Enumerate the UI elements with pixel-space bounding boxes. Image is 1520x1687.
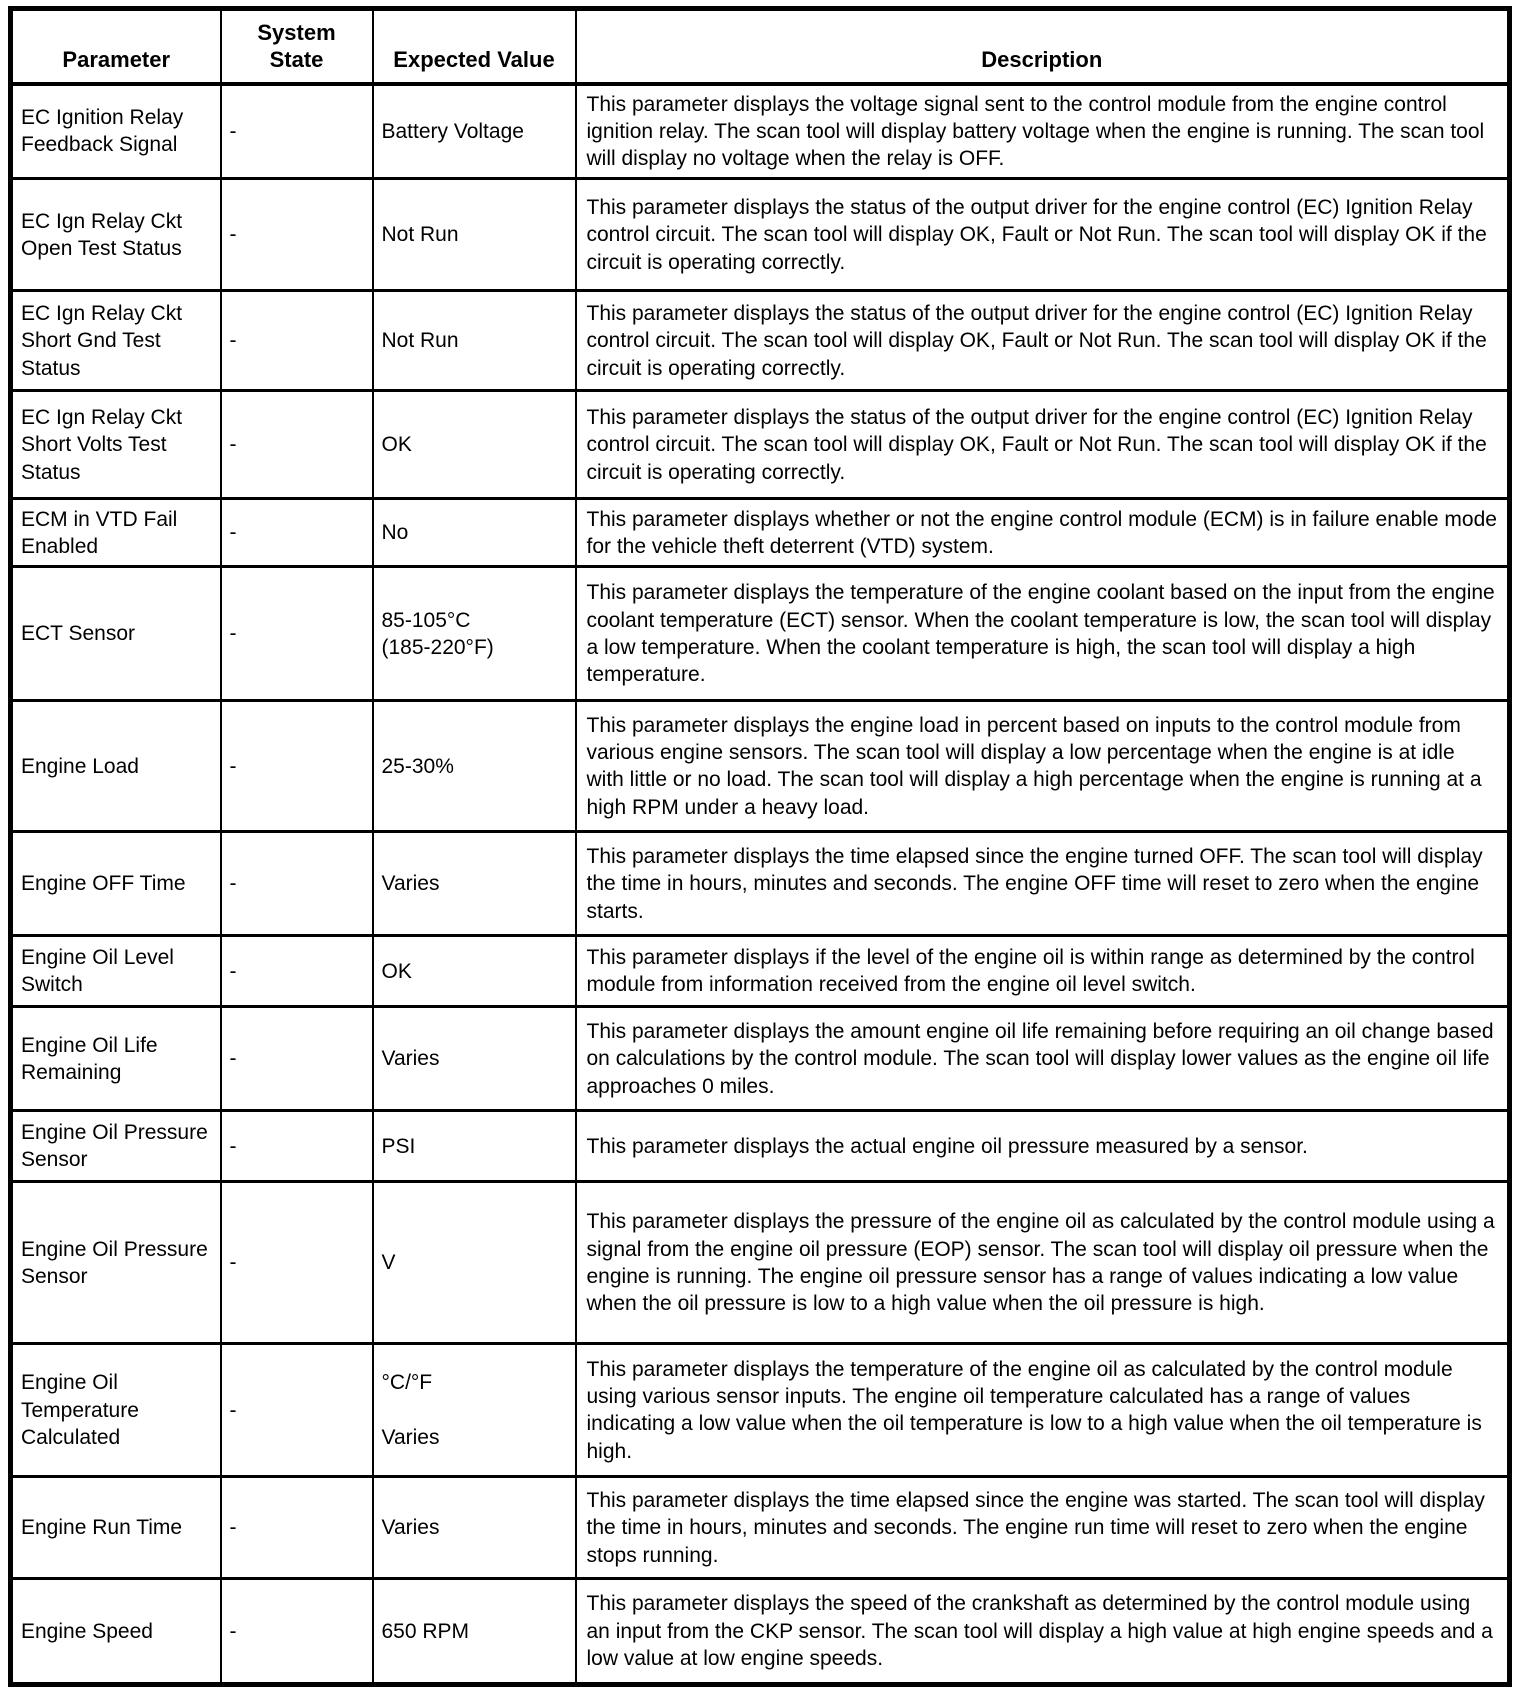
system-state-cell: - [219, 177, 374, 293]
description-cell: This parameter displays the amount engin… [574, 1005, 1511, 1113]
system-state-cell: - [219, 289, 374, 393]
table-row: Engine Oil Temperature Calculated - °C/°… [9, 1342, 1511, 1479]
table-row: Engine OFF Time - Varies This parameter … [9, 830, 1511, 938]
parameter-cell: Engine OFF Time [9, 830, 222, 938]
expected-value-cell: PSI [371, 1109, 577, 1184]
description-cell: This parameter displays the status of th… [574, 177, 1511, 293]
expected-value-cell: 85-105°C (185-220°F) [371, 565, 577, 703]
header-expected-value: Expected Value [371, 7, 577, 86]
expected-value-cell: OK [371, 934, 577, 1009]
table-row: EC Ign Relay Ckt Short Volts Test Status… [9, 389, 1511, 501]
scan-tool-parameter-table: Parameter System State Expected Value De… [8, 6, 1512, 1687]
parameter-cell: Engine Oil Pressure Sensor [9, 1180, 222, 1346]
expected-value-cell: Varies [371, 1005, 577, 1113]
table-row: EC Ign Relay Ckt Short Gnd Test Status -… [9, 289, 1511, 393]
description-cell: This parameter displays the status of th… [574, 289, 1511, 393]
description-cell: This parameter displays the temperature … [574, 1342, 1511, 1479]
expected-value-cell: V [371, 1180, 577, 1346]
description-cell: This parameter displays the time elapsed… [574, 1475, 1511, 1581]
parameter-cell: Engine Oil Life Remaining [9, 1005, 222, 1113]
header-parameter: Parameter [9, 7, 222, 86]
expected-value-cell: OK [371, 389, 577, 501]
table-row: ECT Sensor - 85-105°C (185-220°F) This p… [9, 565, 1511, 703]
description-cell: This parameter displays the temperature … [574, 565, 1511, 703]
table-row: Engine Oil Level Switch - OK This parame… [9, 934, 1511, 1009]
parameter-cell: EC Ign Relay Ckt Short Volts Test Status [9, 389, 222, 501]
parameter-cell: Engine Load [9, 699, 222, 834]
description-cell: This parameter displays the actual engin… [574, 1109, 1511, 1184]
expected-value-cell: Not Run [371, 289, 577, 393]
description-cell: This parameter displays the engine load … [574, 699, 1511, 834]
system-state-cell: - [219, 1342, 374, 1479]
parameter-cell: Engine Oil Level Switch [9, 934, 222, 1009]
system-state-cell: - [219, 497, 374, 569]
parameter-cell: EC Ign Relay Ckt Short Gnd Test Status [9, 289, 222, 393]
expected-value-cell: 25-30% [371, 699, 577, 834]
table-row: Engine Oil Pressure Sensor - PSI This pa… [9, 1109, 1511, 1184]
system-state-cell: - [219, 1180, 374, 1346]
parameter-cell: EC Ign Relay Ckt Open Test Status [9, 177, 222, 293]
system-state-cell: - [219, 699, 374, 834]
description-cell: This parameter displays the status of th… [574, 389, 1511, 501]
expected-value-cell: Battery Voltage [371, 81, 577, 181]
header-description: Description [574, 7, 1511, 86]
table-header: Parameter System State Expected Value De… [9, 7, 1511, 86]
system-state-cell: - [219, 1577, 374, 1687]
parameter-cell: Engine Run Time [9, 1475, 222, 1581]
parameter-cell: ECM in VTD Fail Enabled [9, 497, 222, 569]
system-state-cell: - [219, 1109, 374, 1184]
system-state-cell: - [219, 934, 374, 1009]
parameter-cell: Engine Oil Pressure Sensor [9, 1109, 222, 1184]
table-row: EC Ignition Relay Feedback Signal - Batt… [9, 81, 1511, 181]
description-cell: This parameter displays the speed of the… [574, 1577, 1511, 1687]
system-state-cell: - [219, 830, 374, 938]
expected-value-cell: 650 RPM [371, 1577, 577, 1687]
header-system-state: System State [219, 7, 374, 86]
table-row: Engine Run Time - Varies This parameter … [9, 1475, 1511, 1581]
system-state-cell: - [219, 1475, 374, 1581]
system-state-cell: - [219, 1005, 374, 1113]
system-state-cell: - [219, 81, 374, 181]
table-row: Engine Oil Life Remaining - Varies This … [9, 1005, 1511, 1113]
table-row: Engine Load - 25-30% This parameter disp… [9, 699, 1511, 834]
table-row: ECM in VTD Fail Enabled - No This parame… [9, 497, 1511, 569]
description-cell: This parameter displays if the level of … [574, 934, 1511, 1009]
parameter-cell: EC Ignition Relay Feedback Signal [9, 81, 222, 181]
system-state-cell: - [219, 565, 374, 703]
description-cell: This parameter displays the pressure of … [574, 1180, 1511, 1346]
description-cell: This parameter displays the time elapsed… [574, 830, 1511, 938]
table-body: EC Ignition Relay Feedback Signal - Batt… [9, 81, 1511, 1687]
expected-value-cell: Varies [371, 830, 577, 938]
expected-value-cell: No [371, 497, 577, 569]
table-row: Engine Speed - 650 RPM This parameter di… [9, 1577, 1511, 1687]
header-row: Parameter System State Expected Value De… [9, 7, 1511, 86]
description-cell: This parameter displays the voltage sign… [574, 81, 1511, 181]
description-cell: This parameter displays whether or not t… [574, 497, 1511, 569]
system-state-cell: - [219, 389, 374, 501]
expected-value-cell: Varies [371, 1475, 577, 1581]
parameter-cell: ECT Sensor [9, 565, 222, 703]
table-row: Engine Oil Pressure Sensor - V This para… [9, 1180, 1511, 1346]
expected-value-cell: Not Run [371, 177, 577, 293]
parameter-cell: Engine Speed [9, 1577, 222, 1687]
parameter-cell: Engine Oil Temperature Calculated [9, 1342, 222, 1479]
expected-value-cell: °C/°F Varies [371, 1342, 577, 1479]
table-row: EC Ign Relay Ckt Open Test Status - Not … [9, 177, 1511, 293]
